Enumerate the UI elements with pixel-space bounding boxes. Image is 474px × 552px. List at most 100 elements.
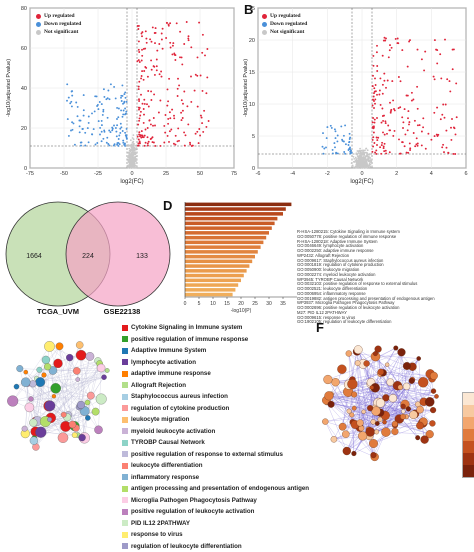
up-point <box>148 141 150 143</box>
down-point <box>115 97 117 99</box>
up-point <box>422 117 424 119</box>
down-point <box>123 101 125 103</box>
network-node <box>72 432 77 437</box>
up-point <box>206 76 208 78</box>
up-point <box>143 99 145 101</box>
up-point <box>156 65 158 67</box>
network-node <box>101 375 106 380</box>
up-point <box>198 142 200 144</box>
y-tick-label: 25 <box>249 6 255 12</box>
down-point <box>101 124 103 126</box>
up-point <box>197 56 199 58</box>
up-point <box>161 39 163 41</box>
up-point <box>183 131 185 133</box>
term-color-swatch <box>122 359 128 365</box>
up-point <box>141 33 143 35</box>
down-point <box>123 110 125 112</box>
down-point <box>95 144 97 146</box>
up-point <box>139 142 141 144</box>
ns-point <box>359 159 361 161</box>
ns-point <box>365 162 367 164</box>
ns-point <box>132 166 134 168</box>
ns-point <box>358 164 360 166</box>
network-node <box>373 351 378 356</box>
up-point <box>190 46 192 48</box>
down-point <box>124 108 126 110</box>
term-legend-item: positive regulation of leukocyte activat… <box>122 506 309 518</box>
down-point <box>82 128 84 130</box>
down-point <box>343 151 345 153</box>
up-point <box>445 104 447 106</box>
ns-point <box>130 139 132 141</box>
up-point <box>190 76 192 78</box>
bar <box>185 231 269 235</box>
up-point <box>138 145 140 147</box>
down-point <box>83 115 85 117</box>
down-point <box>106 137 108 139</box>
up-point <box>416 137 418 139</box>
up-point <box>138 40 140 42</box>
term-legend-item: Cytokine Signaling in Immune system <box>122 322 309 334</box>
ns-point <box>366 152 368 154</box>
network-node <box>394 346 399 351</box>
down-point <box>97 104 99 106</box>
up-point <box>414 145 416 147</box>
term-label: Cytokine Signaling in Immune system <box>131 324 242 331</box>
up-point <box>141 35 143 37</box>
up-point <box>138 59 140 61</box>
x-tick-label: 0 <box>130 171 133 177</box>
up-point <box>147 90 149 92</box>
down-point <box>126 101 128 103</box>
ns-point <box>358 150 360 152</box>
term-legend-item: regulation of leukocyte differentiation <box>122 541 309 552</box>
up-point <box>453 48 455 50</box>
up-point <box>140 134 142 136</box>
up-point <box>146 103 148 105</box>
down-point <box>110 131 112 133</box>
network-f-svg <box>300 330 460 474</box>
x-tick-label: 25 <box>163 171 169 177</box>
down-point <box>337 152 339 154</box>
up-point <box>162 48 164 50</box>
down-point <box>336 140 338 142</box>
network-node <box>346 351 352 357</box>
network-node <box>96 394 107 405</box>
down-point <box>102 138 104 140</box>
up-point <box>372 139 374 141</box>
up-point <box>137 124 139 126</box>
x-tick-label: -4 <box>290 171 295 177</box>
up-point <box>158 112 160 114</box>
term-color-swatch <box>122 520 128 526</box>
ns-point <box>127 165 129 167</box>
ns-point <box>132 142 134 144</box>
up-point <box>147 145 149 147</box>
up-point <box>400 80 402 82</box>
up-point <box>375 153 377 155</box>
term-legend-item: antigen processing and presentation of e… <box>122 483 309 495</box>
network-node <box>66 354 73 361</box>
up-point <box>141 130 143 132</box>
down-point <box>79 125 81 127</box>
up-point <box>205 126 207 128</box>
term-color-swatch <box>122 451 128 457</box>
up-point <box>195 74 197 76</box>
up-point <box>407 66 409 68</box>
down-point <box>334 146 336 148</box>
legend-item: Up regulated <box>262 12 307 20</box>
bar <box>185 279 241 283</box>
down-point <box>71 91 73 93</box>
up-point <box>170 129 172 131</box>
down-point <box>342 140 344 142</box>
network-node <box>375 421 379 425</box>
up-point <box>408 123 410 125</box>
x-tick-label: 4 <box>430 171 433 177</box>
network-node <box>79 434 86 441</box>
up-point <box>145 38 147 40</box>
ns-point <box>367 166 369 168</box>
down-point <box>113 86 115 88</box>
network-node <box>35 427 46 438</box>
down-point <box>96 142 98 144</box>
up-point <box>376 45 378 47</box>
network-node <box>367 405 373 411</box>
